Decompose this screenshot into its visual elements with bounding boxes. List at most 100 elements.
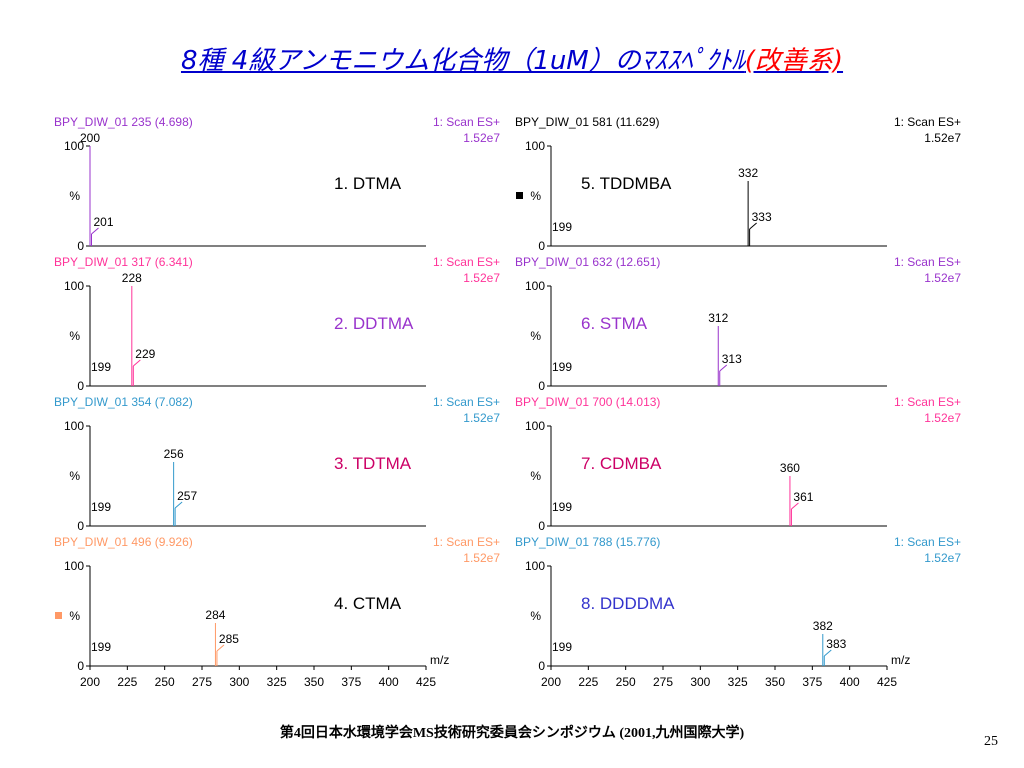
spectrum-7-legend-marker <box>55 612 62 619</box>
spectrum-4-trace-label: BPY_DIW_01 632 (12.651) <box>515 255 660 269</box>
spectrum-4-peak-label-313: 313 <box>722 352 742 366</box>
spectrum-5-y-tick-label-bottom: 0 <box>77 519 84 533</box>
spectrum-6-peak-connector-361 <box>791 502 799 510</box>
spectrum-8-x-tick-label-325: 325 <box>728 675 748 689</box>
spectrum-4-peak-connector-313 <box>719 364 728 372</box>
spectrum-7-peak-connector-285 <box>216 644 225 652</box>
spectrum-5-peak-label-257: 257 <box>177 489 197 503</box>
spectrum-3-peak-label-229: 229 <box>135 347 155 361</box>
spectrum-8-x-tick-label-350: 350 <box>765 675 785 689</box>
spectrum-4-intensity-label: 1.52e7 <box>924 271 961 285</box>
spectrum-6-trace-label: BPY_DIW_01 700 (14.013) <box>515 395 660 409</box>
spectrum-7-x-tick-label-225: 225 <box>117 675 137 689</box>
spectrum-7-y-tick-label-top: 100 <box>64 559 84 573</box>
spectrum-8-peak-label-199: 199 <box>552 640 572 654</box>
spectrum-8-trace-label: BPY_DIW_01 788 (15.776) <box>515 535 660 549</box>
spectrum-4-compound-name: 6. STMA <box>581 314 648 333</box>
spectrum-2-scan-label: 1: Scan ES+ <box>894 115 961 129</box>
spectrum-8-x-tick-label-200: 200 <box>541 675 561 689</box>
spectrum-1-peak-label-201: 201 <box>93 215 113 229</box>
slide-title-main: 8種 4級アンモニウム化合物（1uM）のﾏｽｽﾍﾟｸﾄﾙ <box>180 46 745 76</box>
spectrum-4-peak-label-312: 312 <box>708 311 728 325</box>
spectrum-4-y-axis-label: % <box>530 329 541 343</box>
spectrum-7-compound-name: 4. CTMA <box>334 594 402 613</box>
spectrum-7-x-tick-label-350: 350 <box>304 675 324 689</box>
spectrum-8-scan-label: 1: Scan ES+ <box>894 535 961 549</box>
spectrum-7-peak-label-285: 285 <box>219 632 239 646</box>
spectrum-6-intensity-label: 1.52e7 <box>924 411 961 425</box>
spectrum-4-scan-label: 1: Scan ES+ <box>894 255 961 269</box>
spectrum-6-y-tick-label-bottom: 0 <box>538 519 545 533</box>
spectrum-7-x-tick-label-250: 250 <box>155 675 175 689</box>
spectrum-5-peak-label-199: 199 <box>91 500 111 514</box>
spectrum-8-x-tick-label-300: 300 <box>690 675 710 689</box>
spectrum-2-peak-connector-333 <box>749 222 757 230</box>
spectrum-7-y-axis-label: % <box>69 609 80 623</box>
spectrum-2-y-tick-label-bottom: 0 <box>538 239 545 253</box>
spectrum-5-y-axis-label: % <box>69 469 80 483</box>
spectrum-5-y-tick-label-top: 100 <box>64 419 84 433</box>
spectrum-3-y-tick-label-top: 100 <box>64 279 84 293</box>
spectrum-7-x-tick-label-275: 275 <box>192 675 212 689</box>
spectrum-7-x-tick-label-200: 200 <box>80 675 100 689</box>
spectrum-3-compound-name: 2. DDTMA <box>334 314 414 333</box>
spectrum-6-y-tick-label-top: 100 <box>525 419 545 433</box>
spectrum-7-x-tick-label-400: 400 <box>379 675 399 689</box>
spectrum-7-intensity-label: 1.52e7 <box>463 551 500 565</box>
spectrum-8-x-tick-label-375: 375 <box>802 675 822 689</box>
spectrum-3-peak-connector-229 <box>132 359 141 367</box>
spectrum-1-intensity-label: 1.52e7 <box>463 131 500 145</box>
slide-title-suffix: (改善系) <box>744 46 844 76</box>
spectrum-6-peak-label-199: 199 <box>552 500 572 514</box>
slide-title: 8種 4級アンモニウム化合物（1uM）のﾏｽｽﾍﾟｸﾄﾙ(改善系) <box>0 40 1024 77</box>
spectrum-6-scan-label: 1: Scan ES+ <box>894 395 961 409</box>
spectrum-1-compound-name: 1. DTMA <box>334 174 402 193</box>
spectrum-8-x-tick-label-425: 425 <box>877 675 897 689</box>
spectrum-8-x-tick-label-400: 400 <box>840 675 860 689</box>
spectrum-8-compound-name: 8. DDDDMA <box>581 594 675 613</box>
spectrum-1-y-tick-label-top: 100 <box>64 139 84 153</box>
spectrum-2-y-tick-label-top: 100 <box>525 139 545 153</box>
spectrum-8-y-tick-label-bottom: 0 <box>538 659 545 673</box>
spectrum-1-trace-label: BPY_DIW_01 235 (4.698) <box>54 115 193 129</box>
spectrum-8-intensity-label: 1.52e7 <box>924 551 961 565</box>
spectrum-4-y-tick-label-bottom: 0 <box>538 379 545 393</box>
spectrum-8-peak-label-383: 383 <box>826 637 846 651</box>
spectrum-7-peak-label-199: 199 <box>91 640 111 654</box>
spectrum-6-compound-name: 7. CDMBA <box>581 454 662 473</box>
spectrum-8-x-tick-label-275: 275 <box>653 675 673 689</box>
spectrum-6-y-axis-label: % <box>530 469 541 483</box>
spectrum-7-scan-label: 1: Scan ES+ <box>433 535 500 549</box>
spectrum-3-trace-label: BPY_DIW_01 317 (6.341) <box>54 255 193 269</box>
spectrum-7-x-tick-label-300: 300 <box>229 675 249 689</box>
spectrum-3-peak-label-228: 228 <box>122 271 142 285</box>
spectrum-3-peak-label-199: 199 <box>91 360 111 374</box>
spectrum-3-y-axis-label: % <box>69 329 80 343</box>
spectrum-6-peak-label-360: 360 <box>780 461 800 475</box>
spectrum-1-y-axis-label: % <box>69 189 80 203</box>
spectrum-1-peak-label-200: 200 <box>80 131 100 145</box>
spectrum-3-scan-label: 1: Scan ES+ <box>433 255 500 269</box>
spectrum-2-legend-marker <box>516 192 523 199</box>
footer-citation: 第4回日本水環境学会MS技術研究委員会シンポジウム (2001,九州国際大学) <box>279 726 745 741</box>
spectrum-2-y-axis-label: % <box>530 189 541 203</box>
spectrum-5-scan-label: 1: Scan ES+ <box>433 395 500 409</box>
spectrum-2-peak-label-333: 333 <box>752 210 772 224</box>
spectrum-8-peak-label-382: 382 <box>813 619 833 633</box>
spectrum-8-y-tick-label-top: 100 <box>525 559 545 573</box>
spectrum-6-peak-label-361: 361 <box>793 490 813 504</box>
spectrum-1-scan-label: 1: Scan ES+ <box>433 115 500 129</box>
spectrum-7-y-tick-label-bottom: 0 <box>77 659 84 673</box>
spectrum-1-peak-connector-201 <box>91 227 99 235</box>
spectrum-3-y-tick-label-bottom: 0 <box>77 379 84 393</box>
spectrum-5-compound-name: 3. TDTMA <box>334 454 412 473</box>
spectrum-7-peak-label-284: 284 <box>205 608 225 622</box>
spectrum-2-trace-label: BPY_DIW_01 581 (11.629) <box>515 115 660 129</box>
spectrum-7-x-axis-label: m/z <box>430 653 449 667</box>
spectrum-7-x-tick-label-375: 375 <box>341 675 361 689</box>
spectrum-1-y-tick-label-bottom: 0 <box>77 239 84 253</box>
spectrum-4-y-tick-label-top: 100 <box>525 279 545 293</box>
spectrum-8-y-axis-label: % <box>530 609 541 623</box>
spectrum-5-trace-label: BPY_DIW_01 354 (7.082) <box>54 395 193 409</box>
